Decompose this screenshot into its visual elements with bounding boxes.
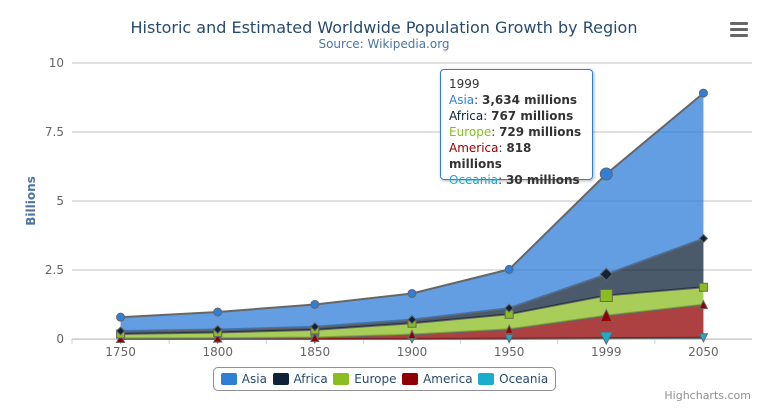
legend-label: Asia [241, 372, 267, 386]
point-oceania-1950[interactable] [504, 334, 514, 344]
legend-item-africa[interactable]: Africa [272, 372, 328, 386]
y-axis-title: Billions [24, 176, 38, 226]
tooltip-value: 818 millions [449, 141, 532, 171]
y-tick-label: 10 [49, 56, 64, 70]
area-asia[interactable] [120, 93, 704, 332]
point-africa-1999[interactable] [599, 267, 613, 282]
legend-item-america[interactable]: America [402, 372, 473, 386]
point-america-2050[interactable] [698, 299, 709, 310]
point-asia-1750[interactable] [116, 312, 126, 322]
point-oceania-2050[interactable] [698, 333, 709, 343]
x-tick-label: 1850 [300, 345, 331, 359]
x-tick-label: 1750 [105, 345, 136, 359]
x-tick-label: 1800 [202, 345, 233, 359]
tooltip-value: 30 millions [505, 173, 580, 187]
hamburger-menu-icon[interactable] [730, 22, 748, 38]
x-tick-label: 1950 [494, 345, 525, 359]
legend-swatch [478, 373, 495, 385]
point-asia-1800[interactable] [213, 307, 223, 317]
point-europe-1999[interactable] [599, 288, 613, 302]
point-america-1950[interactable] [504, 324, 514, 334]
y-tick-label: 0 [56, 332, 64, 346]
point-america-1999[interactable] [599, 308, 614, 323]
point-asia-1950[interactable] [504, 264, 514, 274]
tooltip-series-name: Africa [449, 109, 484, 123]
point-africa-2050[interactable] [698, 233, 709, 244]
point-africa-1750[interactable] [115, 326, 126, 336]
legend-item-europe[interactable]: Europe [333, 372, 397, 386]
point-europe-2050[interactable] [698, 282, 708, 292]
y-tick-label: 5 [56, 194, 64, 208]
legend-swatch [220, 373, 237, 385]
credit-link[interactable]: Highcharts.com [664, 389, 751, 402]
point-america-1800[interactable] [212, 332, 223, 343]
legend-swatch [272, 373, 289, 385]
tooltip: 1999 Asia: 3,634 millions Africa: 767 mil… [440, 69, 593, 187]
point-asia-1900[interactable] [407, 288, 417, 298]
legend: Asia Africa Europe America Oceania [213, 367, 556, 391]
point-oceania-1999[interactable] [599, 331, 614, 346]
x-tick-label: 2050 [688, 345, 719, 359]
point-america-1900[interactable] [407, 329, 417, 340]
tooltip-series-name: Oceania [449, 173, 499, 187]
legend-label: Oceania [499, 372, 549, 386]
x-tick-label: 1999 [591, 345, 622, 359]
tooltip-row: Europe: 729 millions [449, 125, 582, 139]
legend-label: Europe [354, 372, 397, 386]
x-tick-label: 1900 [397, 345, 428, 359]
tooltip-value: 3,634 millions [482, 93, 578, 107]
area-africa[interactable] [120, 238, 704, 334]
point-africa-1900[interactable] [407, 314, 417, 325]
point-asia-1850[interactable] [310, 299, 320, 309]
tooltip-row: Africa: 767 millions [449, 109, 574, 123]
tooltip-value: 767 millions [491, 109, 574, 123]
legend-swatch [333, 373, 350, 385]
area-america[interactable] [120, 304, 704, 339]
legend-label: Africa [293, 372, 328, 386]
tooltip-row: Asia: 3,634 millions [449, 93, 578, 107]
point-asia-1999[interactable] [599, 167, 613, 181]
legend-swatch [402, 373, 419, 385]
tooltip-series-name: Europe [449, 125, 492, 139]
tooltip-series-name: America [449, 141, 499, 155]
legend-item-asia[interactable]: Asia [220, 372, 267, 386]
tooltip-series-name: Asia [449, 93, 475, 107]
point-africa-1800[interactable] [213, 324, 223, 335]
tooltip-value: 729 millions [499, 125, 582, 139]
tooltip-header: 1999 [449, 77, 480, 91]
tooltip-row: Oceania: 30 millions [449, 173, 580, 187]
point-africa-1850[interactable] [310, 322, 320, 332]
legend-item-oceania[interactable]: Oceania [478, 372, 548, 386]
chart-title: Historic and Estimated Worldwide Populat… [131, 18, 638, 37]
tooltip-row: America: 818 millions [449, 141, 532, 171]
point-asia-2050[interactable] [698, 88, 708, 98]
legend-label: America [423, 372, 473, 386]
y-tick-label: 2.5 [45, 263, 64, 277]
point-africa-1950[interactable] [504, 303, 514, 313]
y-tick-label: 7.5 [45, 125, 64, 139]
point-america-1850[interactable] [310, 332, 320, 342]
chart-subtitle: Source: Wikipedia.org [318, 37, 449, 51]
